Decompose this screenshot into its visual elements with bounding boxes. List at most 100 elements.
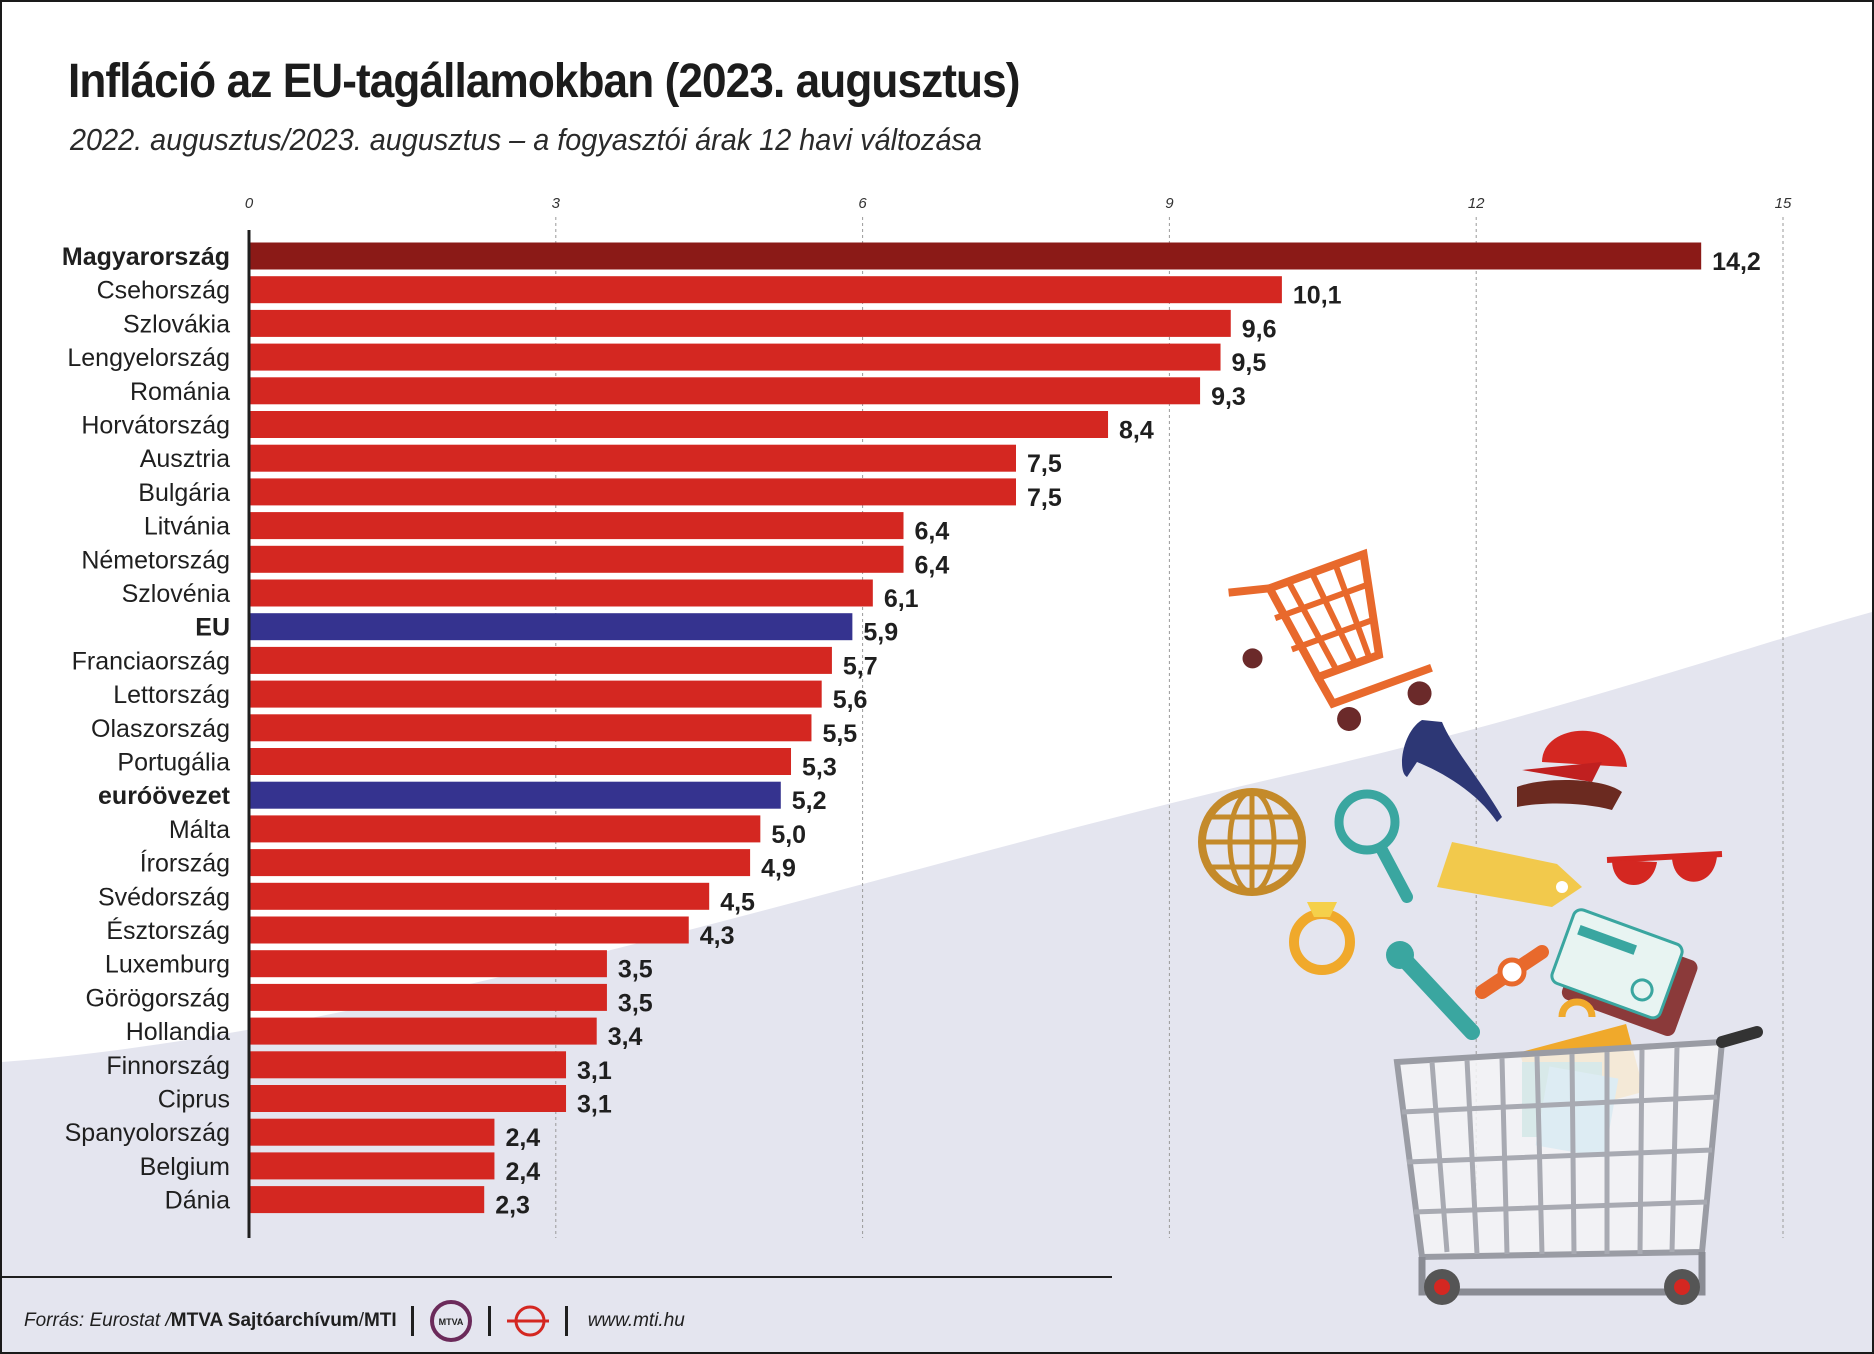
value-label: 5,5 <box>822 720 857 748</box>
value-label: 5,9 <box>863 619 898 647</box>
value-label: 6,1 <box>884 585 919 613</box>
value-label: 2,4 <box>505 1124 540 1152</box>
x-tick-label: 12 <box>1468 195 1485 212</box>
bar <box>249 276 1282 304</box>
x-tick-label: 0 <box>245 195 254 212</box>
category-label: Németország <box>81 546 230 574</box>
magnifier-icon <box>1334 789 1413 903</box>
shopping-cart-icon <box>1228 548 1433 732</box>
mtva-logo-icon: MTVA <box>429 1300 472 1342</box>
bar <box>249 343 1221 371</box>
category-label: Olaszország <box>91 715 230 743</box>
bar <box>249 815 761 843</box>
value-label: 3,1 <box>577 1057 612 1085</box>
value-label: 9,6 <box>1242 315 1277 343</box>
globe-icon <box>1198 788 1306 896</box>
website-link[interactable]: www.mti.hu <box>587 1310 685 1331</box>
source-archive: MTVA Sajtóarchívum <box>170 1310 359 1331</box>
category-label: Portugália <box>117 749 230 777</box>
price-tag-icon <box>1437 842 1582 907</box>
bar <box>249 1118 495 1146</box>
bar <box>249 1152 495 1180</box>
category-label: Litvánia <box>144 513 230 541</box>
x-tick-label: 9 <box>1165 195 1174 212</box>
category-label: Finnország <box>106 1052 230 1080</box>
mti-logo-icon <box>506 1305 549 1337</box>
bar <box>249 242 1702 270</box>
value-label: 8,4 <box>1119 417 1154 445</box>
bar <box>249 444 1016 472</box>
footer: Forrás: Eurostat / MTVA Sajtóarchívum / … <box>24 1300 685 1342</box>
value-label: 5,3 <box>802 754 837 782</box>
category-label: Bulgária <box>138 479 230 507</box>
category-label: Lengyelország <box>67 344 230 372</box>
bar <box>249 849 751 877</box>
bar <box>249 916 689 944</box>
value-label: 2,4 <box>505 1158 540 1186</box>
footer-divider <box>2 1276 1112 1278</box>
svg-text:MTVA: MTVA <box>438 1317 463 1327</box>
bar <box>249 882 710 910</box>
category-label: Észtország <box>106 916 230 945</box>
shoe-icon <box>1402 720 1502 822</box>
category-label: Spanyolország <box>65 1119 230 1147</box>
bar <box>249 613 853 641</box>
footer-separator <box>564 1306 568 1336</box>
category-label: EU <box>195 614 230 642</box>
category-label: Svédország <box>98 883 230 911</box>
x-tick-label: 3 <box>552 195 561 212</box>
bar <box>249 1017 597 1045</box>
bar <box>249 680 822 708</box>
category-label: Dánia <box>165 1187 230 1215</box>
category-label: Románia <box>130 378 230 406</box>
bar <box>249 646 832 674</box>
bar <box>249 478 1016 506</box>
bar <box>249 748 792 775</box>
value-label: 4,5 <box>720 888 755 916</box>
value-label: 4,3 <box>700 922 735 950</box>
x-tick-label: 6 <box>858 195 867 212</box>
category-label: Írország <box>140 849 230 878</box>
value-label: 2,3 <box>495 1192 530 1220</box>
category-label: Málta <box>169 816 230 844</box>
bar <box>249 512 904 540</box>
source-prefix: Forrás: Eurostat / <box>24 1310 171 1331</box>
value-label: 3,1 <box>577 1091 612 1119</box>
category-label: Belgium <box>140 1153 230 1181</box>
category-label: Ausztria <box>140 445 230 473</box>
source-separator: / <box>358 1310 364 1331</box>
bar <box>249 579 873 607</box>
category-label: Franciaország <box>72 647 230 675</box>
value-label: 6,4 <box>915 551 950 579</box>
sunglasses-icon <box>1606 851 1723 886</box>
cap-icon <box>1517 730 1627 810</box>
watch-icon <box>1475 945 1549 999</box>
bar-chart: 0 3 6 9 12 15 Magyarország 14,2 Csehország 10,1 Sz… <box>62 195 1792 1238</box>
bar <box>249 545 904 573</box>
category-label: Szlovénia <box>122 580 230 608</box>
big-cart-icon <box>1393 1026 1763 1305</box>
value-label: 7,5 <box>1027 450 1062 478</box>
category-label: Ciprus <box>158 1086 230 1114</box>
value-label: 3,5 <box>618 956 653 984</box>
bar <box>249 411 1109 438</box>
bar <box>249 983 607 1011</box>
value-label: 7,5 <box>1027 484 1062 512</box>
category-label: Horvátország <box>81 412 230 440</box>
bar <box>249 781 781 809</box>
bar <box>249 1051 567 1079</box>
chart-subtitle: 2022. augusztus/2023. augusztus – a fogy… <box>70 122 982 157</box>
value-label: 10,1 <box>1293 282 1342 310</box>
value-label: 5,6 <box>833 686 868 714</box>
value-label: 14,2 <box>1712 248 1761 276</box>
category-label: Csehország <box>97 277 230 305</box>
value-label: 5,7 <box>843 652 878 680</box>
bar <box>249 714 812 742</box>
value-label: 9,5 <box>1232 349 1267 377</box>
wrench-icon <box>1386 941 1480 1040</box>
category-label: Szlovákia <box>123 310 230 338</box>
footer-separator <box>487 1306 491 1336</box>
x-tick-label: 15 <box>1775 195 1792 212</box>
ring-icon <box>1289 902 1355 975</box>
